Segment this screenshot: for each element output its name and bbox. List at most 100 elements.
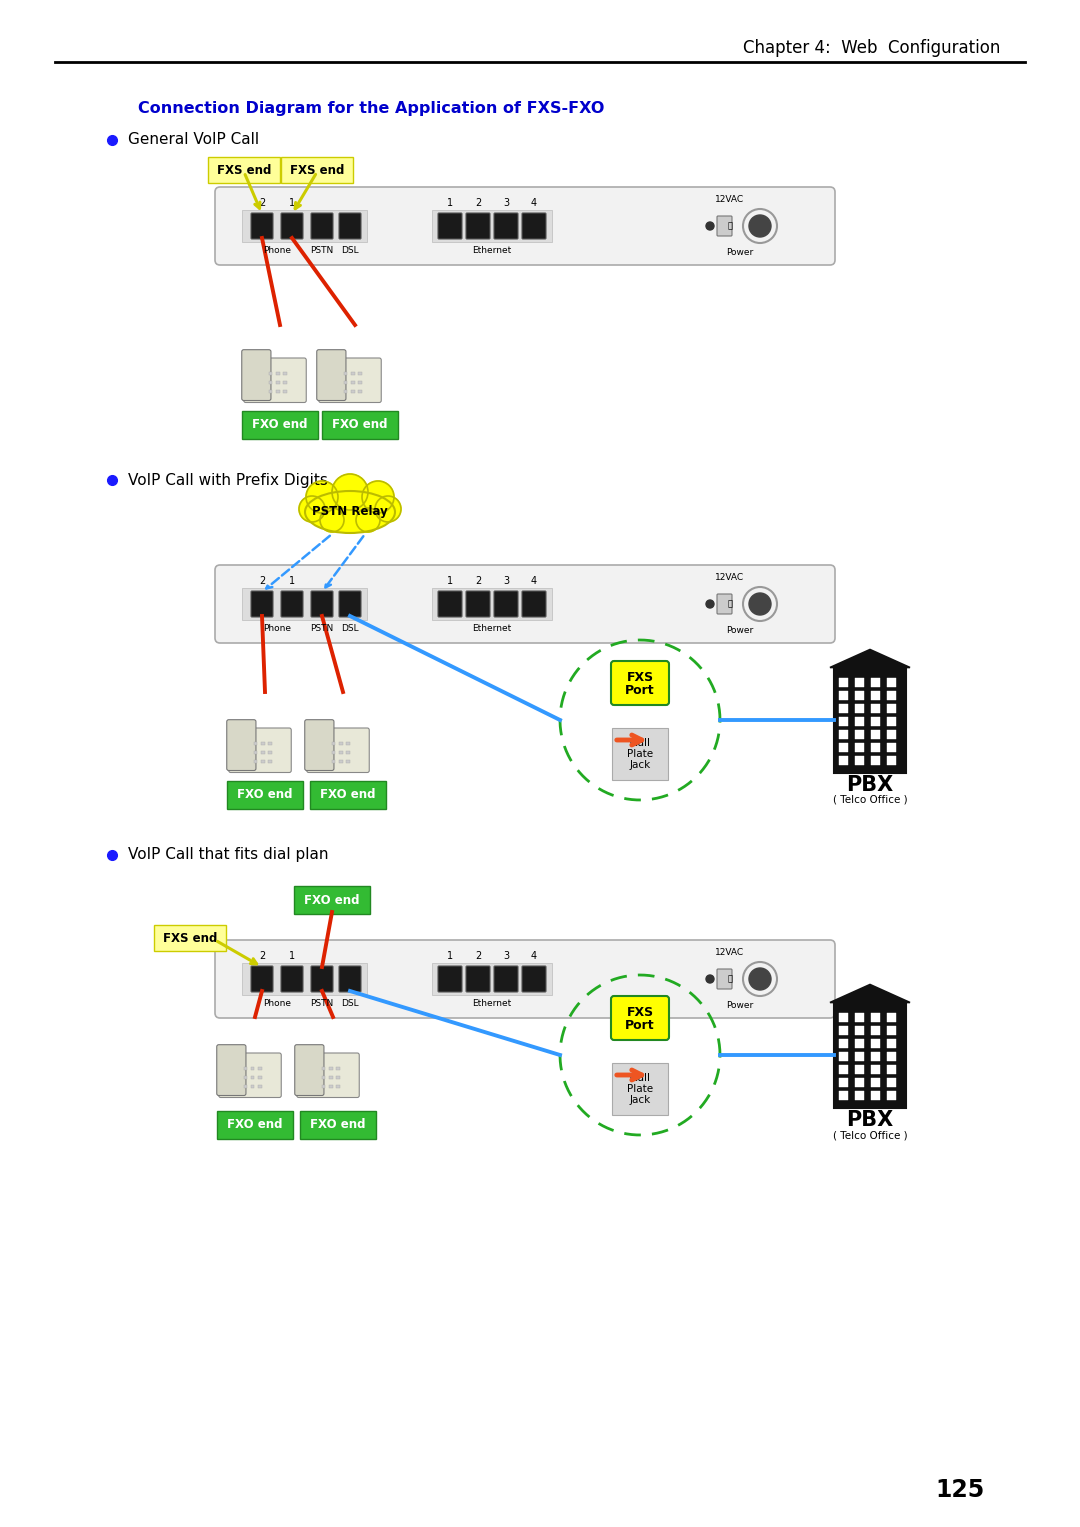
Text: Ethernet: Ethernet bbox=[472, 625, 512, 634]
FancyBboxPatch shape bbox=[870, 678, 880, 687]
FancyBboxPatch shape bbox=[339, 751, 342, 754]
Text: 2: 2 bbox=[475, 576, 481, 586]
Text: 2: 2 bbox=[259, 199, 265, 208]
Text: PBX: PBX bbox=[847, 776, 893, 796]
FancyBboxPatch shape bbox=[339, 212, 361, 240]
FancyBboxPatch shape bbox=[494, 591, 518, 617]
FancyBboxPatch shape bbox=[839, 730, 848, 739]
FancyBboxPatch shape bbox=[834, 1003, 906, 1107]
FancyBboxPatch shape bbox=[887, 1038, 896, 1048]
FancyBboxPatch shape bbox=[887, 1064, 896, 1073]
FancyBboxPatch shape bbox=[870, 1052, 880, 1060]
Ellipse shape bbox=[305, 492, 395, 533]
FancyBboxPatch shape bbox=[855, 742, 864, 751]
Text: DSL: DSL bbox=[341, 625, 359, 634]
Text: Ⓘ: Ⓘ bbox=[728, 221, 732, 231]
FancyBboxPatch shape bbox=[839, 1038, 848, 1048]
Text: General VoIP Call: General VoIP Call bbox=[129, 133, 259, 148]
FancyBboxPatch shape bbox=[855, 1026, 864, 1034]
FancyBboxPatch shape bbox=[258, 1084, 261, 1089]
FancyBboxPatch shape bbox=[217, 1112, 293, 1139]
FancyBboxPatch shape bbox=[855, 1038, 864, 1048]
FancyBboxPatch shape bbox=[251, 1067, 255, 1070]
Text: Power: Power bbox=[727, 1002, 754, 1009]
FancyBboxPatch shape bbox=[322, 411, 399, 438]
FancyBboxPatch shape bbox=[717, 215, 732, 237]
FancyBboxPatch shape bbox=[322, 1067, 325, 1070]
Circle shape bbox=[362, 481, 394, 513]
Text: Ethernet: Ethernet bbox=[472, 246, 512, 255]
FancyBboxPatch shape bbox=[275, 371, 280, 376]
FancyBboxPatch shape bbox=[215, 186, 835, 266]
FancyBboxPatch shape bbox=[339, 967, 361, 993]
FancyBboxPatch shape bbox=[522, 591, 546, 617]
Text: FXO end: FXO end bbox=[238, 788, 293, 802]
FancyBboxPatch shape bbox=[322, 1084, 325, 1089]
FancyBboxPatch shape bbox=[215, 941, 835, 1019]
FancyBboxPatch shape bbox=[855, 1012, 864, 1022]
FancyBboxPatch shape bbox=[855, 704, 864, 713]
Text: ( Telco Office ): ( Telco Office ) bbox=[833, 1130, 907, 1141]
FancyBboxPatch shape bbox=[227, 780, 303, 809]
FancyBboxPatch shape bbox=[839, 690, 848, 699]
FancyBboxPatch shape bbox=[717, 970, 732, 989]
FancyBboxPatch shape bbox=[329, 1075, 333, 1080]
FancyBboxPatch shape bbox=[217, 1044, 246, 1095]
FancyBboxPatch shape bbox=[612, 1063, 669, 1115]
Text: VoIP Call with Prefix Digits: VoIP Call with Prefix Digits bbox=[129, 472, 328, 487]
FancyBboxPatch shape bbox=[283, 380, 286, 385]
Text: Wall: Wall bbox=[629, 1073, 651, 1084]
FancyBboxPatch shape bbox=[839, 1012, 848, 1022]
FancyBboxPatch shape bbox=[251, 212, 273, 240]
Text: ( Telco Office ): ( Telco Office ) bbox=[833, 796, 907, 805]
Text: Port: Port bbox=[625, 1019, 654, 1032]
Text: PBX: PBX bbox=[847, 1110, 893, 1130]
FancyBboxPatch shape bbox=[359, 380, 362, 385]
FancyBboxPatch shape bbox=[855, 716, 864, 725]
FancyBboxPatch shape bbox=[870, 1090, 880, 1099]
Text: 3: 3 bbox=[503, 576, 509, 586]
FancyBboxPatch shape bbox=[311, 591, 333, 617]
Text: PSTN: PSTN bbox=[310, 625, 334, 634]
FancyBboxPatch shape bbox=[275, 380, 280, 385]
FancyBboxPatch shape bbox=[432, 588, 552, 620]
Polygon shape bbox=[831, 985, 910, 1003]
FancyBboxPatch shape bbox=[870, 704, 880, 713]
FancyBboxPatch shape bbox=[855, 690, 864, 699]
FancyBboxPatch shape bbox=[319, 357, 381, 403]
Polygon shape bbox=[831, 649, 910, 667]
FancyBboxPatch shape bbox=[336, 1067, 340, 1070]
Text: 2: 2 bbox=[259, 951, 265, 960]
FancyBboxPatch shape bbox=[522, 212, 546, 240]
FancyBboxPatch shape bbox=[612, 728, 669, 780]
Text: Plate: Plate bbox=[626, 1084, 653, 1093]
FancyBboxPatch shape bbox=[329, 1084, 333, 1089]
FancyBboxPatch shape bbox=[251, 1084, 255, 1089]
Text: PSTN Relay: PSTN Relay bbox=[312, 505, 388, 519]
FancyBboxPatch shape bbox=[268, 742, 272, 745]
Text: 3: 3 bbox=[503, 199, 509, 208]
FancyBboxPatch shape bbox=[855, 730, 864, 739]
FancyBboxPatch shape bbox=[887, 704, 896, 713]
FancyBboxPatch shape bbox=[269, 371, 272, 376]
FancyBboxPatch shape bbox=[887, 690, 896, 699]
Text: Connection Diagram for the Application of FXS-FXO: Connection Diagram for the Application o… bbox=[138, 101, 605, 116]
Text: 2: 2 bbox=[475, 199, 481, 208]
Text: 1: 1 bbox=[289, 951, 295, 960]
FancyBboxPatch shape bbox=[339, 591, 361, 617]
FancyBboxPatch shape bbox=[855, 1064, 864, 1073]
FancyBboxPatch shape bbox=[343, 371, 348, 376]
FancyBboxPatch shape bbox=[432, 211, 552, 241]
Text: Ⓘ: Ⓘ bbox=[728, 974, 732, 983]
Text: 4: 4 bbox=[531, 199, 537, 208]
FancyBboxPatch shape bbox=[839, 1090, 848, 1099]
FancyBboxPatch shape bbox=[336, 1084, 340, 1089]
FancyBboxPatch shape bbox=[870, 1078, 880, 1087]
FancyBboxPatch shape bbox=[283, 389, 286, 394]
FancyBboxPatch shape bbox=[839, 1064, 848, 1073]
FancyBboxPatch shape bbox=[717, 594, 732, 614]
FancyBboxPatch shape bbox=[281, 591, 303, 617]
Circle shape bbox=[750, 968, 771, 989]
Text: Ethernet: Ethernet bbox=[472, 999, 512, 1008]
Text: FXO end: FXO end bbox=[321, 788, 376, 802]
